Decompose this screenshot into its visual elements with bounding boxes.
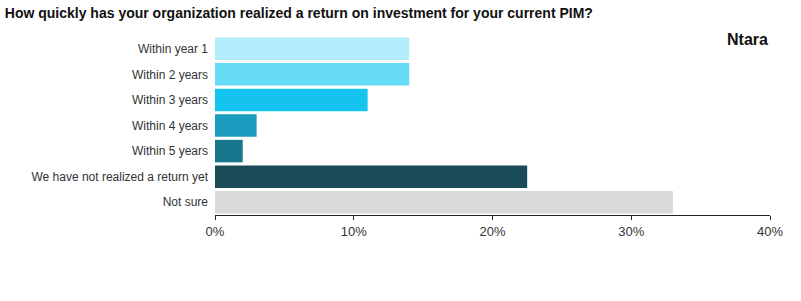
svg-text:Within 2 years: Within 2 years (132, 68, 208, 82)
svg-text:Within 5 years: Within 5 years (132, 144, 208, 158)
svg-text:20%: 20% (479, 224, 505, 239)
svg-text:Within 3 years: Within 3 years (132, 93, 208, 107)
svg-text:30%: 30% (618, 224, 644, 239)
svg-text:0%: 0% (206, 224, 225, 239)
svg-text:Not sure: Not sure (163, 195, 209, 209)
svg-text:40%: 40% (757, 224, 783, 239)
svg-text:Within year 1: Within year 1 (138, 42, 208, 56)
svg-text:We have not realized a return: We have not realized a return yet (31, 170, 208, 184)
svg-text:How quickly has your organizat: How quickly has your organization realiz… (5, 5, 593, 21)
svg-text:Ntara: Ntara (727, 31, 768, 48)
svg-text:10%: 10% (341, 224, 367, 239)
svg-text:Within 4 years: Within 4 years (132, 119, 208, 133)
